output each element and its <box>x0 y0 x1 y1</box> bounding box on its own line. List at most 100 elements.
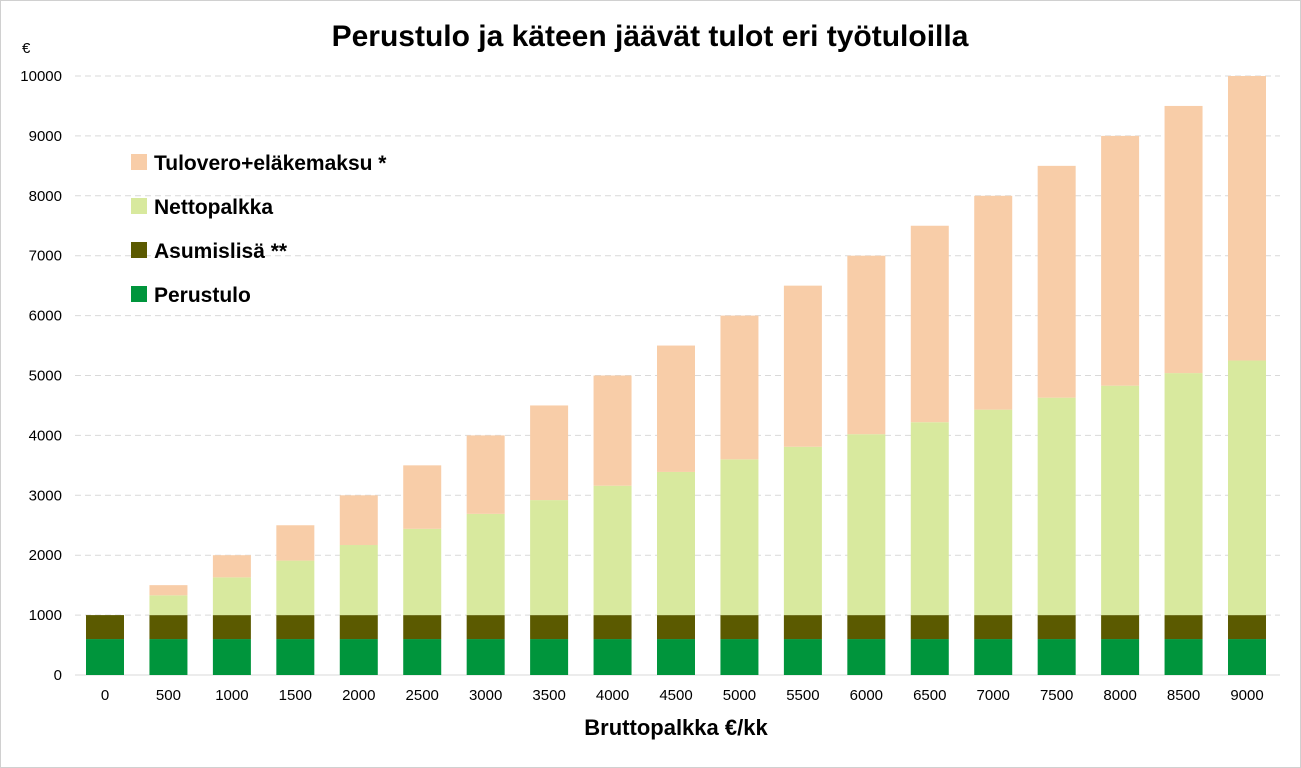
bar-perustulo <box>276 639 315 675</box>
y-tick-label: 10000 <box>20 68 62 85</box>
bar-nettopalkka <box>276 560 315 616</box>
bar-nettopalkka <box>910 422 949 616</box>
bar-tulovero-eläkemaksu <box>1228 76 1266 361</box>
bar-tulovero-eläkemaksu <box>783 285 822 447</box>
bar-perustulo <box>1164 639 1203 675</box>
y-tick-label: 7000 <box>29 248 62 265</box>
bar-perustulo <box>403 639 442 675</box>
x-tick-label: 5000 <box>723 687 756 704</box>
legend-label: Tulovero+eläkemaksu * <box>154 152 387 175</box>
bar-nettopalkka <box>974 409 1013 616</box>
x-tick-label: 500 <box>156 687 181 704</box>
x-tick-label: 7000 <box>977 687 1010 704</box>
bar-asumislisä <box>783 615 822 640</box>
chart-title: Perustulo ja käteen jäävät tulot eri työ… <box>332 20 969 53</box>
bar-perustulo <box>847 639 886 675</box>
x-tick-label: 1000 <box>215 687 248 704</box>
x-axis-title: Bruttopalkka €/kk <box>584 715 768 740</box>
bar-tulovero-eläkemaksu <box>276 525 315 561</box>
bar-nettopalkka <box>1037 397 1076 616</box>
bar-perustulo <box>657 639 695 675</box>
x-tick-label: 2500 <box>406 687 439 704</box>
bar-perustulo <box>593 639 632 675</box>
bar-perustulo <box>339 639 378 675</box>
legend: Tulovero+eläkemaksu * Nettopalkka Asumisli… <box>131 152 387 307</box>
bar-nettopalkka <box>1164 373 1203 616</box>
bar-tulovero-eläkemaksu <box>657 345 695 472</box>
bar-asumislisä <box>339 615 378 640</box>
bar-perustulo <box>149 639 188 675</box>
bar-tulovero-eläkemaksu <box>339 495 378 546</box>
bar-perustulo <box>530 639 569 675</box>
bar-nettopalkka <box>847 434 886 616</box>
legend-label: Asumislisä ** <box>154 240 288 263</box>
bar-perustulo <box>1228 639 1266 675</box>
bar-tulovero-eläkemaksu <box>1037 165 1076 398</box>
x-tick-label: 4500 <box>659 687 692 704</box>
bar-perustulo <box>720 639 759 675</box>
bar-asumislisä <box>466 615 505 640</box>
bar-asumislisä <box>1228 615 1266 640</box>
y-tick-label: 1000 <box>29 607 62 624</box>
x-axis-ticks: 0 500 1000 1500 2000 2500 3000 3500 4000 4500 5000… <box>101 687 1264 704</box>
bar-asumislisä <box>974 615 1013 640</box>
legend-swatch <box>131 198 147 214</box>
x-tick-label: 4000 <box>596 687 629 704</box>
bar-perustulo <box>1037 639 1076 675</box>
y-tick-label: 3000 <box>29 487 62 504</box>
x-tick-label: 3500 <box>532 687 565 704</box>
bar-tulovero-eläkemaksu <box>149 585 188 596</box>
bar-tulovero-eläkemaksu <box>530 405 569 501</box>
x-tick-label: 0 <box>101 687 109 704</box>
bar-asumislisä <box>657 615 695 640</box>
legend-swatch <box>131 154 147 170</box>
bar-asumislisä <box>86 615 124 640</box>
y-tick-label: 6000 <box>29 308 62 325</box>
bar-asumislisä <box>276 615 315 640</box>
bar-nettopalkka <box>720 459 759 616</box>
bar-nettopalkka <box>530 500 569 616</box>
y-tick-label: 0 <box>54 667 62 684</box>
bar-nettopalkka <box>212 577 251 616</box>
bar-perustulo <box>212 639 251 675</box>
x-tick-label: 3000 <box>469 687 502 704</box>
bar-perustulo <box>910 639 949 675</box>
bar-asumislisä <box>212 615 251 640</box>
bar-asumislisä <box>403 615 442 640</box>
gridlines <box>75 75 1280 676</box>
bar-tulovero-eläkemaksu <box>212 555 251 578</box>
bar-asumislisä <box>910 615 949 640</box>
bar-perustulo <box>466 639 505 675</box>
x-tick-label: 8000 <box>1103 687 1136 704</box>
bar-asumislisä <box>1164 615 1203 640</box>
bar-nettopalkka <box>466 513 505 616</box>
bar-perustulo <box>1101 639 1140 675</box>
bar-asumislisä <box>847 615 886 640</box>
bar-perustulo <box>783 639 822 675</box>
x-tick-label: 7500 <box>1040 687 1073 704</box>
x-tick-label: 2000 <box>342 687 375 704</box>
bar-asumislisä <box>1037 615 1076 640</box>
y-tick-label: 9000 <box>29 128 62 145</box>
bar-asumislisä <box>149 615 188 640</box>
bar-asumislisä <box>1101 615 1140 640</box>
bar-tulovero-eläkemaksu <box>466 435 505 514</box>
bar-nettopalkka <box>1228 360 1266 616</box>
legend-swatch <box>131 242 147 258</box>
bar-tulovero-eläkemaksu <box>720 315 759 460</box>
legend-swatch <box>131 286 147 302</box>
legend-label: Perustulo <box>154 284 251 307</box>
bar-nettopalkka <box>149 595 188 616</box>
legend-label: Nettopalkka <box>154 196 273 219</box>
x-tick-label: 8500 <box>1167 687 1200 704</box>
y-axis-unit-label: € <box>22 40 31 57</box>
bar-nettopalkka <box>403 528 442 616</box>
x-tick-label: 6500 <box>913 687 946 704</box>
bar-tulovero-eläkemaksu <box>1164 105 1203 374</box>
x-tick-label: 6000 <box>850 687 883 704</box>
y-axis-ticks: 0 1000 2000 3000 4000 5000 6000 7000 8000 9000 100… <box>20 68 62 684</box>
bar-asumislisä <box>720 615 759 640</box>
bar-nettopalkka <box>657 471 695 616</box>
bar-tulovero-eläkemaksu <box>847 255 886 435</box>
